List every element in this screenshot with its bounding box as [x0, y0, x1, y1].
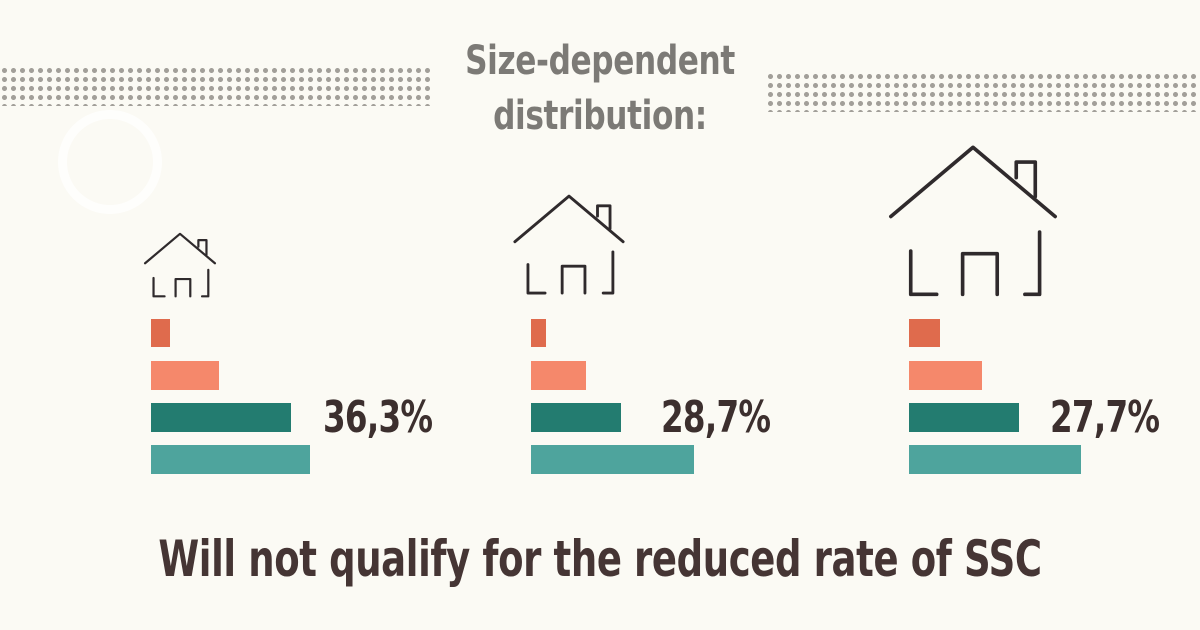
bar-medium-4: [531, 445, 694, 474]
bar-medium-1: [531, 319, 546, 347]
bar-small-2: [151, 361, 219, 390]
bar-small-4: [151, 445, 310, 474]
percent-label-small: 36,3%: [323, 392, 433, 443]
bar-large-3: [909, 403, 1019, 432]
bar-medium-2: [531, 361, 586, 390]
watermark-logo: [58, 110, 162, 214]
bar-large-1: [909, 319, 940, 347]
small-house-icon: [143, 232, 217, 298]
bar-large-4: [909, 445, 1081, 474]
percent-label-large: 27,7%: [1050, 392, 1160, 443]
percent-label-medium: 28,7%: [661, 392, 771, 443]
bar-medium-3: [531, 403, 621, 432]
dotted-divider-right: [766, 72, 1200, 112]
footer-caption: Will not qualify for the reduced rate of…: [158, 530, 1042, 588]
bar-large-2: [909, 361, 982, 390]
dotted-divider-left: [0, 66, 432, 106]
medium-house-icon: [513, 194, 625, 295]
bar-small-3: [151, 403, 291, 432]
chart-title: Size-dependent distribution:: [465, 38, 735, 139]
bar-small-1: [151, 319, 170, 347]
large-house-icon: [889, 145, 1057, 297]
